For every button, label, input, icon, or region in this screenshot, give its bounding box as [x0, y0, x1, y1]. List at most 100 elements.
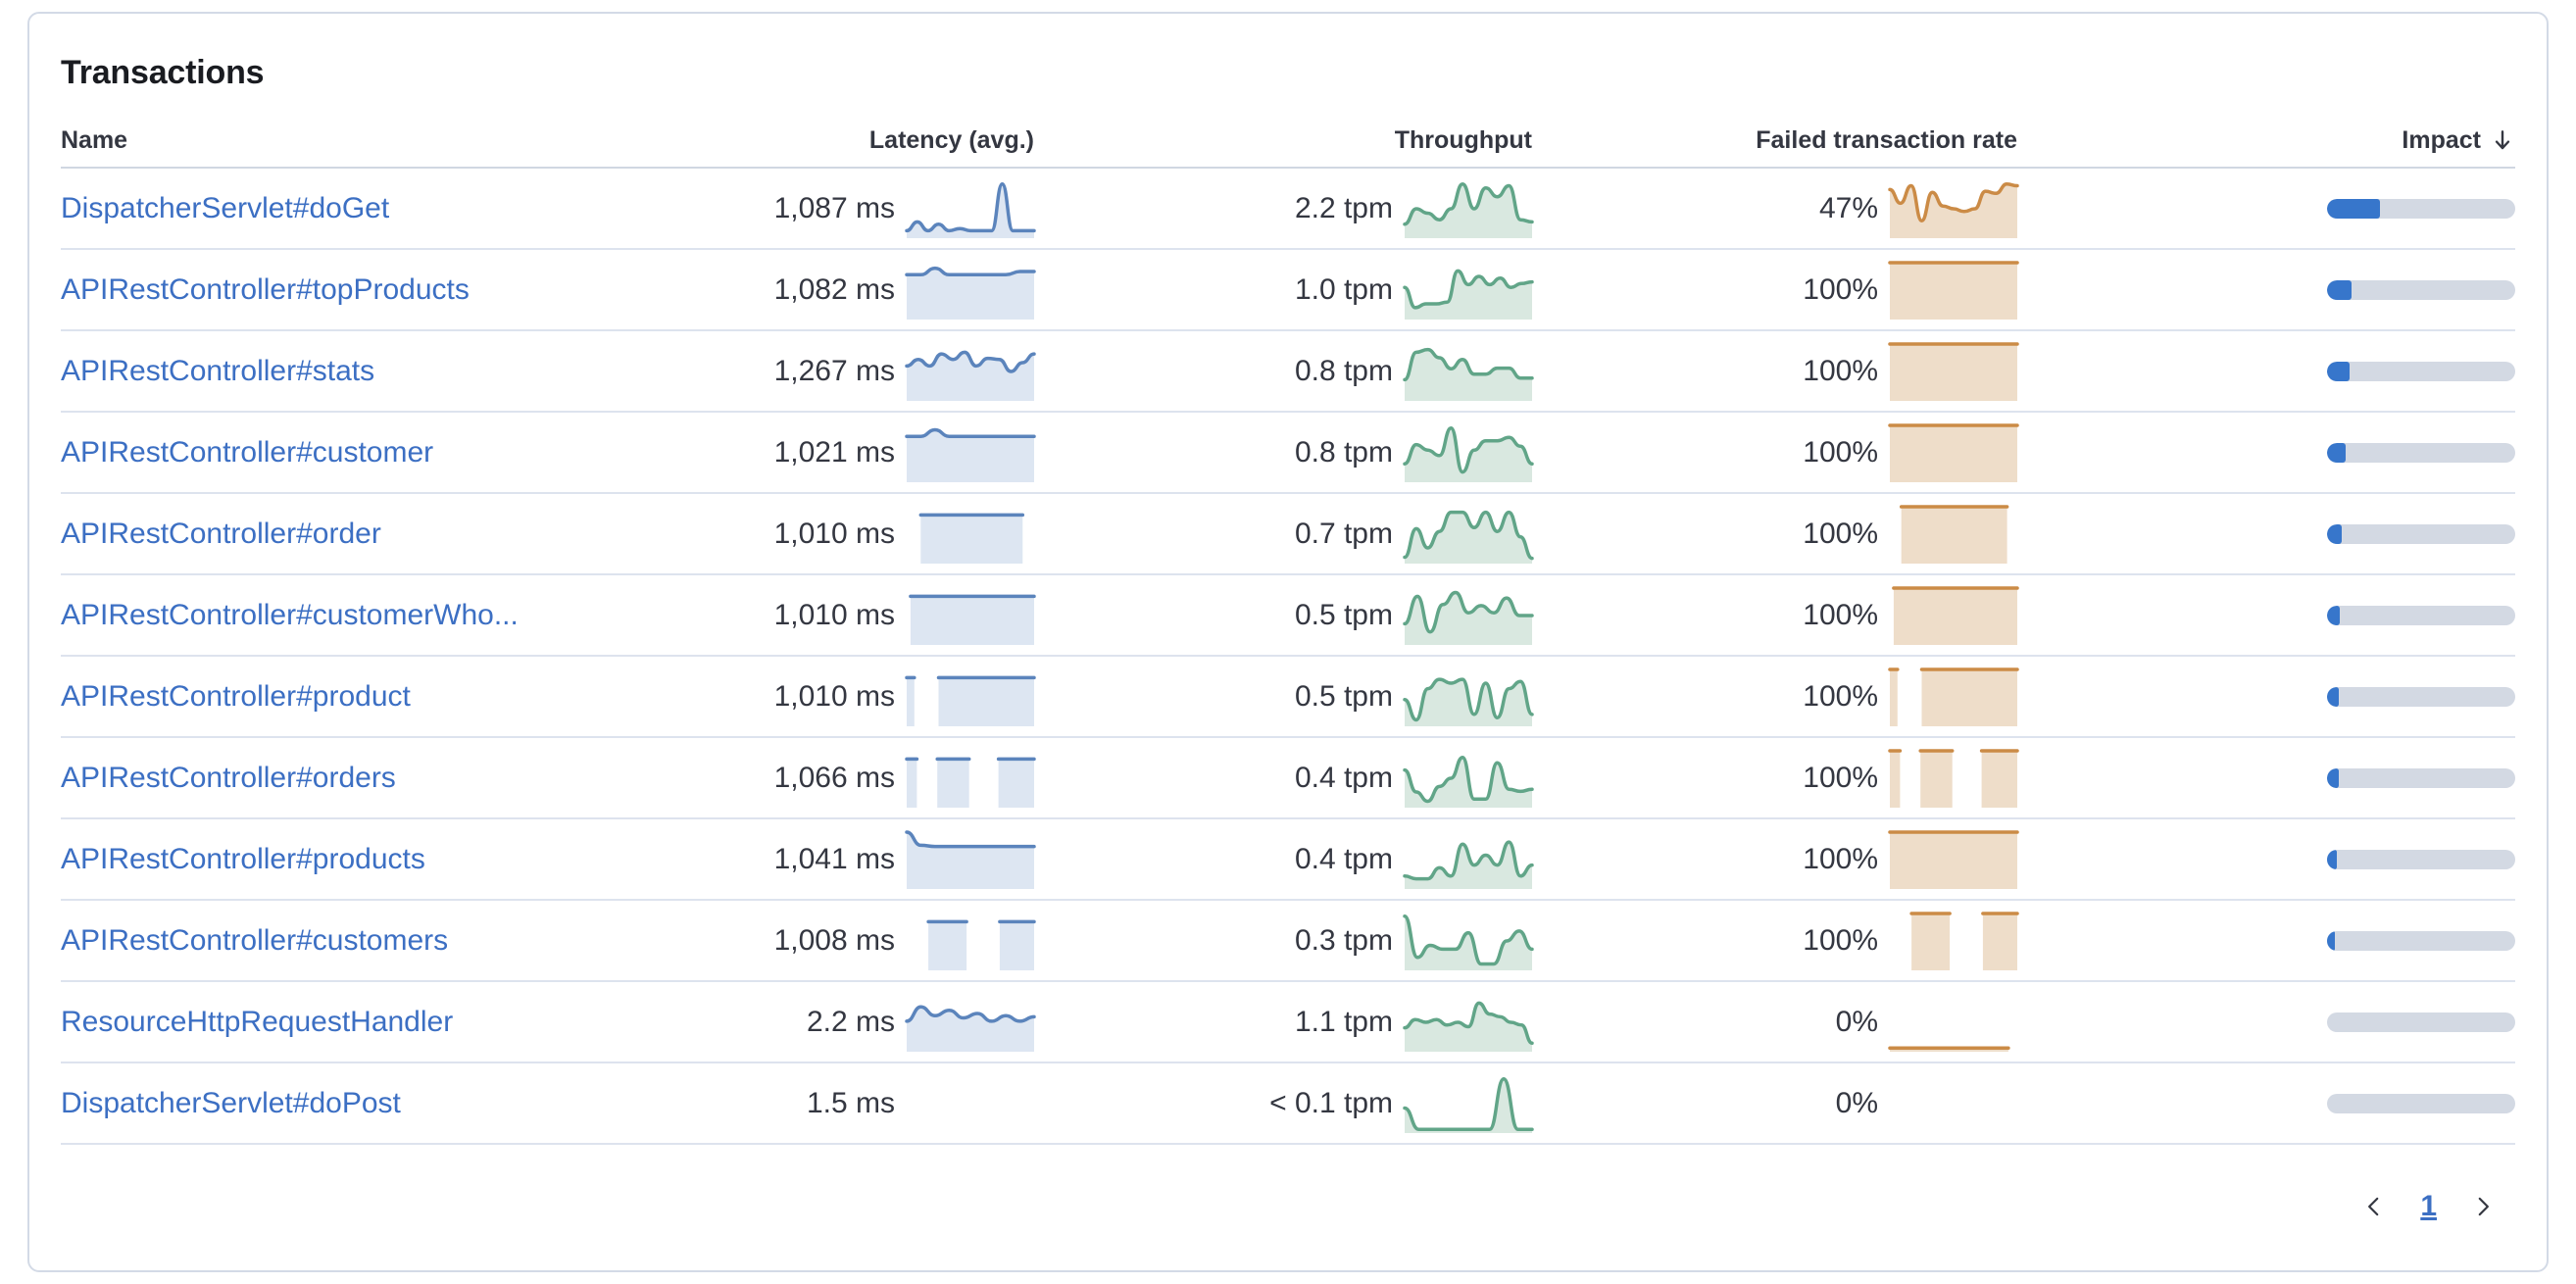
table-row: APIRestController#customerWho... 1,010 m…	[61, 575, 2515, 657]
failed-rate-sparkline	[1899, 504, 2009, 564]
transaction-link[interactable]: APIRestController#product	[61, 679, 411, 713]
latency-sparkline	[905, 1005, 1036, 1052]
latency-value: 1,066 ms	[773, 761, 895, 794]
impact-bar-track	[2327, 767, 2515, 788]
throughput-sparkline	[1403, 755, 1534, 808]
throughput-value: 0.4 tpm	[1294, 842, 1393, 875]
throughput-sparkline	[1403, 676, 1534, 726]
latency-cell: 1,008 ms	[747, 912, 1036, 970]
throughput-value: 0.7 tpm	[1294, 517, 1393, 550]
throughput-value: 0.8 tpm	[1294, 354, 1393, 387]
transaction-link[interactable]: APIRestController#order	[61, 517, 381, 550]
column-header-name[interactable]: Name	[61, 125, 128, 154]
impact-cell	[2017, 361, 2515, 381]
failed-rate-cell: 100%	[1532, 829, 2019, 889]
latency-cell: 1,267 ms	[747, 342, 1036, 401]
table-row: APIRestController#order 1,010 ms 0.7 tpm…	[61, 494, 2515, 575]
failed-rate-value: 100%	[1803, 517, 1878, 550]
transaction-link[interactable]: APIRestController#stats	[61, 354, 375, 387]
table-row: APIRestController#customers 1,008 ms 0.3…	[61, 901, 2515, 982]
table-row: DispatcherServlet#doPost 1.5 ms < 0.1 tp…	[61, 1063, 2515, 1145]
latency-value: 2.2 ms	[806, 1005, 895, 1038]
name-cell: APIRestController#customers	[61, 924, 747, 958]
throughput-cell: 0.5 tpm	[1034, 586, 1534, 645]
impact-cell	[2017, 605, 2515, 625]
latency-sparkline	[909, 594, 1036, 645]
impact-bar-track	[2327, 930, 2515, 951]
transaction-link[interactable]: APIRestController#customers	[61, 923, 449, 957]
throughput-value: 0.5 tpm	[1294, 598, 1393, 631]
transaction-link[interactable]: DispatcherServlet#doPost	[61, 1086, 401, 1119]
latency-sparkline	[905, 350, 1036, 401]
latency-value: 1.5 ms	[806, 1086, 895, 1119]
table-body: DispatcherServlet#doGet 1,087 ms 2.2 tpm…	[61, 169, 2515, 1145]
failed-rate-sparkline	[1888, 1046, 2010, 1052]
name-cell: APIRestController#products	[61, 843, 747, 876]
throughput-cell: 0.3 tpm	[1034, 912, 1534, 970]
latency-cell: 1,066 ms	[747, 749, 1036, 808]
column-header-impact-label: Impact	[2402, 125, 2481, 154]
failed-rate-sparkline	[1888, 829, 2019, 889]
failed-rate-value: 100%	[1803, 842, 1878, 875]
impact-cell	[2017, 930, 2515, 951]
throughput-value: 0.5 tpm	[1294, 679, 1393, 713]
throughput-cell: 0.8 tpm	[1034, 423, 1534, 482]
column-header-impact[interactable]: Impact	[2017, 126, 2515, 155]
throughput-sparkline	[1403, 425, 1534, 482]
name-cell: APIRestController#product	[61, 680, 747, 714]
table-row: DispatcherServlet#doGet 1,087 ms 2.2 tpm…	[61, 169, 2515, 250]
throughput-value: 1.1 tpm	[1294, 1005, 1393, 1038]
failed-rate-value: 0%	[1835, 1086, 1878, 1119]
transaction-link[interactable]: ResourceHttpRequestHandler	[61, 1005, 454, 1038]
previous-page-button[interactable]	[2357, 1190, 2391, 1223]
impact-bar-fill	[2327, 198, 2380, 219]
throughput-sparkline	[1403, 1076, 1534, 1133]
column-header-latency[interactable]: Latency (avg.)	[868, 125, 1034, 154]
impact-cell	[2017, 1012, 2515, 1032]
impact-bar-track	[2327, 849, 2515, 869]
impact-cell	[2017, 198, 2515, 219]
latency-value: 1,010 ms	[773, 598, 895, 631]
impact-bar-track	[2327, 442, 2515, 463]
table-row: APIRestController#topProducts 1,082 ms 1…	[61, 250, 2515, 331]
impact-bar-track	[2327, 361, 2515, 381]
failed-rate-value: 100%	[1803, 272, 1878, 306]
latency-cell: 1,010 ms	[747, 505, 1034, 564]
latency-sparkline	[926, 919, 1036, 970]
throughput-sparkline	[1403, 510, 1534, 564]
throughput-cell: 1.0 tpm	[1034, 261, 1534, 320]
latency-value: 1,267 ms	[773, 354, 895, 387]
failed-rate-value: 0%	[1835, 1005, 1878, 1038]
failed-rate-cell: 100%	[1532, 504, 2017, 564]
transaction-link[interactable]: APIRestController#orders	[61, 761, 396, 794]
transaction-link[interactable]: APIRestController#topProducts	[61, 272, 470, 306]
transaction-link[interactable]: APIRestController#customer	[61, 435, 434, 469]
throughput-cell: 0.4 tpm	[1034, 749, 1534, 808]
failed-rate-cell: 100%	[1532, 667, 2019, 726]
failed-rate-cell: 100%	[1532, 748, 2019, 808]
failed-rate-cell: 0%	[1532, 993, 2017, 1052]
column-header-failed-rate[interactable]: Failed transaction rate	[1756, 125, 2017, 154]
next-page-button[interactable]	[2466, 1190, 2500, 1223]
latency-sparkline	[918, 513, 1025, 564]
latency-sparkline	[905, 675, 1036, 726]
impact-cell	[2017, 849, 2515, 869]
column-header-throughput[interactable]: Throughput	[1394, 125, 1532, 154]
throughput-value: < 0.1 tpm	[1269, 1086, 1393, 1119]
panel-title: Transactions	[61, 54, 265, 91]
throughput-value: 0.3 tpm	[1294, 923, 1393, 957]
failed-rate-cell: 100%	[1532, 911, 2019, 970]
impact-bar-track	[2327, 605, 2515, 625]
impact-bar-track	[2327, 279, 2515, 300]
latency-value: 1,041 ms	[773, 842, 895, 875]
page-number-1[interactable]: 1	[2420, 1190, 2437, 1222]
transaction-link[interactable]: DispatcherServlet#doGet	[61, 191, 390, 224]
impact-bar-track	[2327, 523, 2515, 544]
latency-cell: 1,021 ms	[747, 423, 1036, 482]
failed-rate-cell: 100%	[1532, 260, 2019, 320]
transaction-link[interactable]: APIRestController#products	[61, 842, 425, 875]
throughput-value: 0.4 tpm	[1294, 761, 1393, 794]
transaction-link[interactable]: APIRestController#customerWho...	[61, 598, 519, 631]
latency-value: 1,010 ms	[773, 679, 895, 713]
latency-sparkline	[905, 427, 1036, 482]
